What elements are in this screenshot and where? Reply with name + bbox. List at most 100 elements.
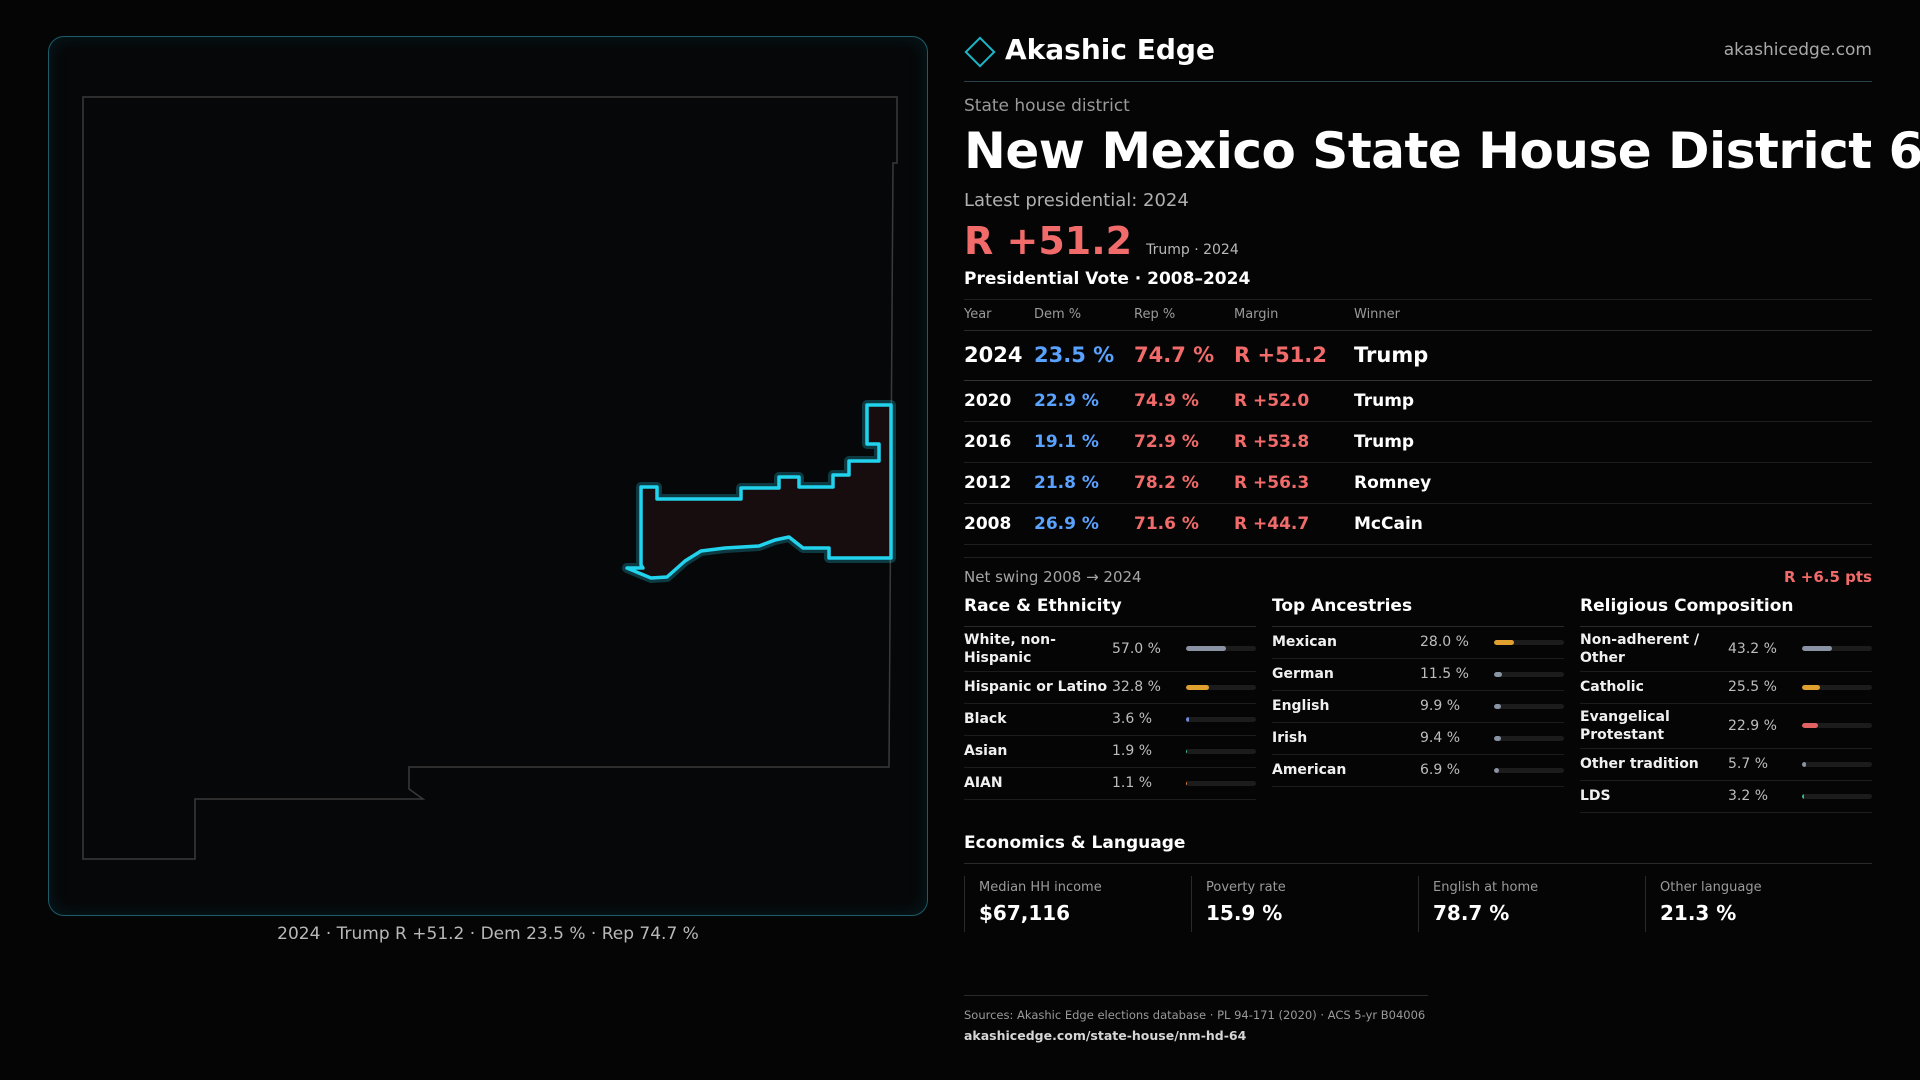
- cell-margin: R +44.7: [1234, 503, 1354, 545]
- demo-label: Mexican: [1272, 634, 1337, 650]
- list-item: German 11.5 %: [1272, 659, 1564, 691]
- diamond-logo-icon: [964, 35, 996, 68]
- economics-cards: Median HH income $67,116 Poverty rate 15.9 …: [964, 875, 1872, 932]
- cell-winner: McCain: [1354, 503, 1872, 545]
- econ-value: 78.7 %: [1433, 900, 1510, 925]
- demo-label: LDS: [1580, 788, 1611, 804]
- demo-column: Religious Composition Non-adherent / Othe…: [1580, 596, 1872, 813]
- demo-label: Irish: [1272, 730, 1308, 746]
- demo-title: Race & Ethnicity: [964, 596, 1256, 627]
- cell-winner: Trump: [1354, 330, 1872, 381]
- brand-url[interactable]: akashicedge.com: [1723, 39, 1872, 60]
- swing-value: R +6.5 pts: [1784, 567, 1872, 586]
- demo-bar: [1802, 723, 1872, 728]
- list-item: Mexican 28.0 %: [1272, 627, 1564, 659]
- cell-margin: R +56.3: [1234, 462, 1354, 504]
- net-swing: Net swing 2008 → 2024 R +6.5 pts: [964, 556, 1872, 586]
- demo-value: 25.5 %: [1728, 679, 1777, 695]
- demo-bar-fill: [1186, 646, 1226, 651]
- cell-winner: Romney: [1354, 462, 1872, 504]
- demo-bar-fill: [1494, 671, 1503, 677]
- list-item: Hispanic or Latino 32.8 %: [964, 672, 1256, 704]
- district-map: [82, 96, 898, 860]
- list-item: White, non-Hispanic 57.0 %: [964, 627, 1256, 672]
- table-row: 2012 21.8 % 78.2 % R +56.3 Romney: [964, 462, 1872, 504]
- econ-label: Poverty rate: [1206, 879, 1286, 895]
- col-rep: Rep %: [1134, 300, 1234, 331]
- demo-value: 43.2 %: [1728, 640, 1777, 657]
- table-row: 2024 23.5 % 74.7 % R +51.2 Trump: [964, 330, 1872, 381]
- demo-label: German: [1272, 666, 1334, 682]
- col-winner: Winner: [1354, 300, 1872, 331]
- econ-value: 21.3 %: [1660, 900, 1737, 925]
- econ-card: Median HH income $67,116: [964, 875, 1191, 932]
- demo-title: Top Ancestries: [1272, 596, 1564, 627]
- demo-bar-fill: [1494, 703, 1501, 709]
- sources: Sources: Akashic Edge elections database…: [964, 995, 1428, 1043]
- sources-line: Sources: Akashic Edge elections database…: [964, 1008, 1426, 1022]
- cell-dem: 21.8 %: [1034, 462, 1134, 504]
- demo-value: 28.0 %: [1420, 634, 1469, 650]
- demo-label: Other tradition: [1580, 756, 1699, 772]
- demo-bar-fill: [1494, 735, 1501, 741]
- demo-bar: [1802, 684, 1872, 690]
- source-url[interactable]: akashicedge.com/state-house/nm-hd-64: [964, 1028, 1247, 1043]
- demo-bar: [1494, 639, 1564, 645]
- demo-column: Race & Ethnicity White, non-Hispanic 57.0 …: [964, 596, 1256, 813]
- demographics: Race & Ethnicity White, non-Hispanic 57.0 …: [964, 596, 1872, 813]
- demo-label: Non-adherent / Other: [1580, 631, 1700, 666]
- demo-label: AIAN: [964, 775, 1003, 791]
- demo-value: 1.1 %: [1112, 775, 1153, 791]
- demo-label: White, non-Hispanic: [964, 631, 1056, 666]
- demo-bar: [1186, 780, 1256, 786]
- demo-bar-fill: [1802, 684, 1820, 690]
- demo-bar: [1802, 646, 1872, 651]
- demo-bar-fill: [1494, 639, 1514, 645]
- col-year: Year: [964, 300, 1034, 331]
- cell-winner: Trump: [1354, 421, 1872, 463]
- economics-title: Economics & Language: [964, 833, 1872, 864]
- demo-bar: [1494, 767, 1564, 773]
- map-caption: 2024 · Trump R +51.2 · Dem 23.5 % · Rep …: [277, 924, 699, 944]
- demo-bar-fill: [1802, 723, 1819, 728]
- list-item: Asian 1.9 %: [964, 736, 1256, 768]
- big-margin: R +51.2: [964, 219, 1133, 263]
- info-panel: Akashic Edge akashicedge.com State house…: [964, 30, 1920, 932]
- demo-bar: [1494, 735, 1564, 741]
- margin-summary: R +51.2 Trump · 2024: [964, 219, 1872, 263]
- brand-name: Akashic Edge: [1005, 33, 1215, 66]
- margin-sub: Trump · 2024: [1146, 242, 1239, 258]
- district-shape[interactable]: [625, 403, 893, 580]
- list-item: Non-adherent / Other 43.2 %: [1580, 627, 1872, 672]
- votes-header-row: Year Dem % Rep % Margin Winner: [964, 300, 1872, 331]
- list-item: English 9.9 %: [1272, 691, 1564, 723]
- cell-year: 2008: [964, 503, 1034, 545]
- table-row: 2020 22.9 % 74.9 % R +52.0 Trump: [964, 380, 1872, 422]
- demo-value: 32.8 %: [1112, 679, 1161, 695]
- demo-bar-fill: [1802, 761, 1806, 767]
- demo-bar-fill: [1186, 684, 1209, 690]
- demo-bar-fill: [1186, 716, 1189, 722]
- cell-rep: 74.9 %: [1134, 380, 1234, 422]
- cell-dem: 19.1 %: [1034, 421, 1134, 463]
- demo-value: 22.9 %: [1728, 717, 1777, 734]
- demo-value: 57.0 %: [1112, 640, 1161, 657]
- list-item: AIAN 1.1 %: [964, 768, 1256, 800]
- demo-label: Asian: [964, 743, 1008, 759]
- demo-bar: [1186, 684, 1256, 690]
- cell-margin: R +52.0: [1234, 380, 1354, 422]
- econ-value: 15.9 %: [1206, 900, 1283, 925]
- demo-bar-fill: [1186, 748, 1188, 754]
- brand-header: Akashic Edge akashicedge.com: [964, 30, 1872, 82]
- cell-year: 2024: [964, 330, 1034, 381]
- list-item: American 6.9 %: [1272, 755, 1564, 787]
- cell-rep: 78.2 %: [1134, 462, 1234, 504]
- cell-winner: Trump: [1354, 380, 1872, 422]
- cell-year: 2012: [964, 462, 1034, 504]
- cell-year: 2020: [964, 380, 1034, 422]
- list-item: Other tradition 5.7 %: [1580, 749, 1872, 781]
- demo-bar-fill: [1802, 793, 1805, 799]
- district-type: State house district: [964, 96, 1130, 116]
- demo-bar: [1186, 646, 1256, 651]
- table-row: 2016 19.1 % 72.9 % R +53.8 Trump: [964, 421, 1872, 463]
